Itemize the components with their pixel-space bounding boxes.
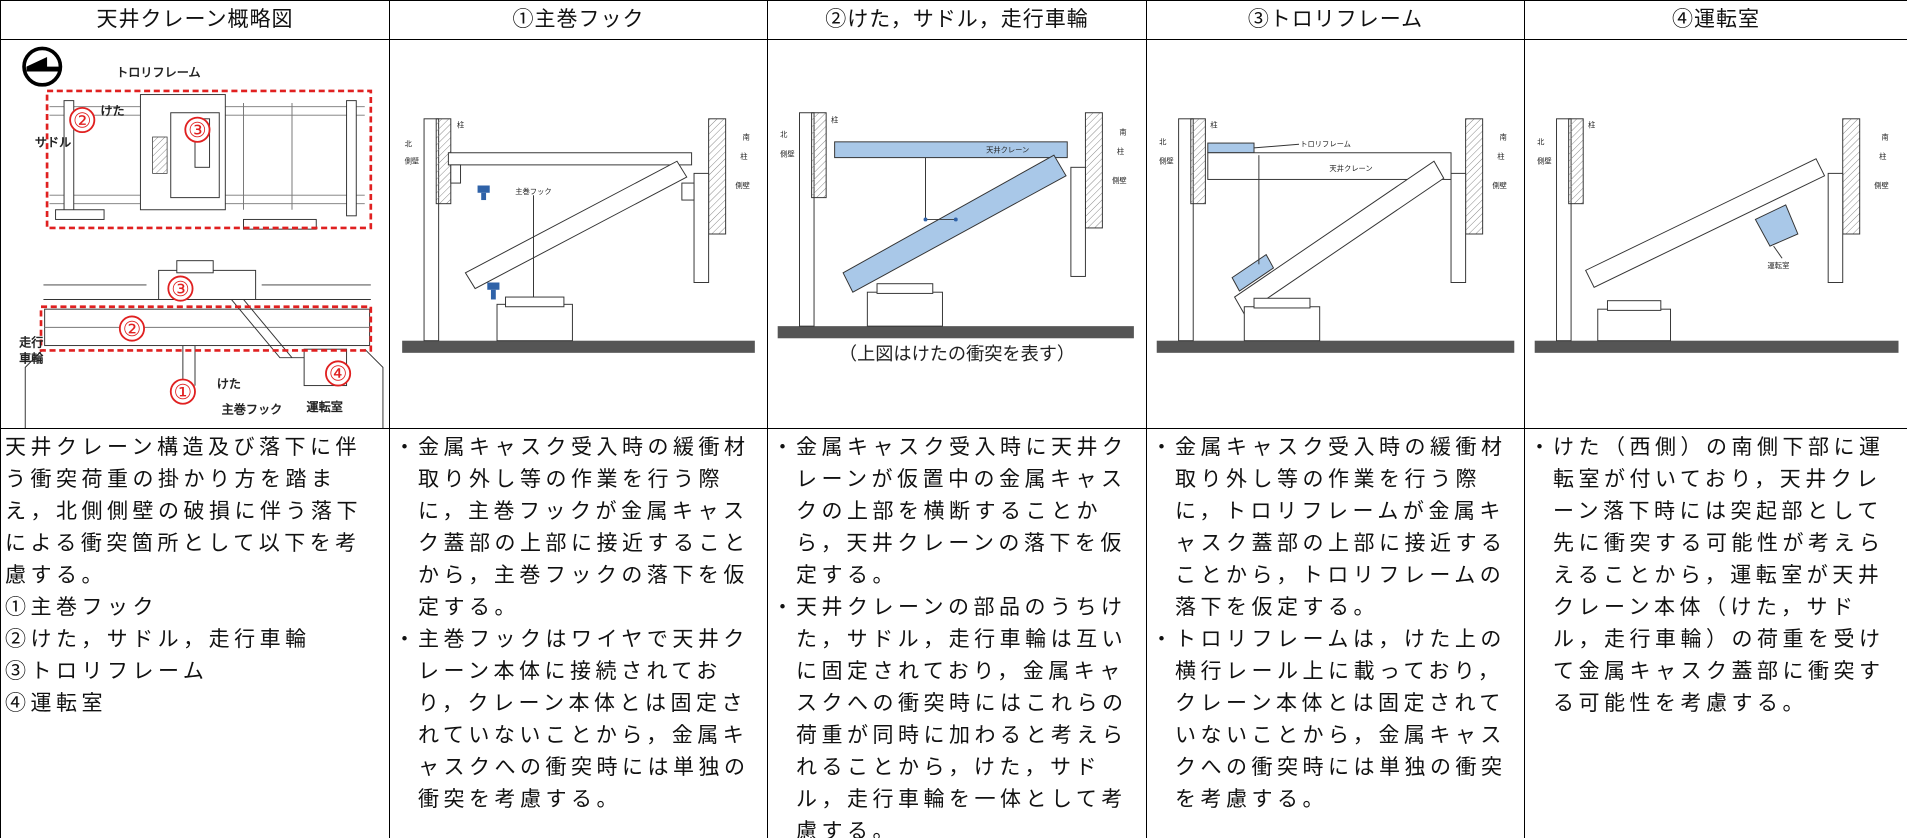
marker: ③ [171, 277, 189, 301]
bullet-text: けた（西側）の南側下部に運転室が付いており，天井クレーン落下時には突起部として先… [1553, 435, 1885, 715]
label: 主巻フック [222, 401, 283, 416]
description-cell: ・金属キャスク受入時に天井クレーンが仮置中の金属キャスクの上部を横断することから… [768, 429, 1147, 838]
description-cell: ・金属キャスク受入時の緩衝材取り外し等の作業を行う際に，主巻フックが金属キャスク… [390, 429, 768, 838]
label: 南 [743, 132, 750, 141]
header-cell: ④運転室 [1525, 1, 1907, 40]
label: 北 [1537, 137, 1545, 146]
label: 柱 [1497, 152, 1505, 161]
bullet: ・ [1529, 435, 1550, 459]
label: 柱 [1210, 120, 1218, 129]
label: 走行 [19, 335, 43, 350]
label: けた [100, 104, 124, 118]
diagram-cell: 北 側壁 柱 南 柱 側壁 主巻フック [390, 40, 768, 429]
bullet-text: 天井クレーンの部品のうちけた，サドル，走行車輪は互いに固定されており，金属キャス… [796, 595, 1128, 838]
label: 側壁 [735, 181, 750, 190]
label: 車輪 [19, 351, 44, 366]
label: トロリフレーム [116, 65, 200, 79]
label: 側壁 [1537, 157, 1552, 166]
caption: （上図はけたの衝突を表す） [839, 344, 1075, 364]
label: 柱 [1117, 147, 1125, 156]
bullet-text: 金属キャスク受入時の緩衝材取り外し等の作業を行う際に，トロリフレームが金属キャス… [1175, 435, 1507, 619]
hook-diagram: 北 側壁 柱 南 柱 側壁 主巻フック [402, 118, 755, 353]
label: 天井クレーン [1329, 164, 1372, 173]
description-cell: 天井クレーン構造及び落下に伴う衝突荷重の掛かり方を踏まえ，北側側壁の破損に伴う落… [1, 429, 390, 838]
header-cell: 天井クレーン概略図 [1, 1, 390, 40]
label: 柱 [831, 115, 839, 124]
bullet: ・ [1151, 627, 1172, 651]
label: 側壁 [1492, 181, 1507, 190]
bullet-item: ・けた（西側）の南側下部に運転室が付いており，天井クレーン落下時には突起部として… [1529, 431, 1903, 719]
header-cell: ③トロリフレーム [1147, 1, 1525, 40]
label: 南 [1882, 132, 1889, 141]
list-item: ①主巻フック [5, 595, 158, 619]
label: 南 [1119, 128, 1126, 137]
marker: ① [174, 380, 192, 404]
label: 北 [405, 140, 413, 149]
bullet-item: ・金属キャスク受入時の緩衝材取り外し等の作業を行う際に，トロリフレームが金属キャ… [1151, 431, 1520, 623]
marker: ③ [188, 118, 206, 142]
overview-diagram: ② ③ ③ ② ① ④ トロリフレーム けた サドル 走行 車輪 けた 主巻フッ… [19, 46, 384, 428]
cab-diagram: 北 側壁 柱 南 柱 側壁 運転室 [1534, 118, 1899, 353]
overview-cell: ② ③ ③ ② ① ④ トロリフレーム けた サドル 走行 車輪 けた 主巻フッ… [1, 40, 390, 429]
bullet: ・ [772, 435, 793, 459]
bullet-item: ・金属キャスク受入時の緩衝材取り外し等の作業を行う際に，主巻フックが金属キャスク… [394, 431, 763, 623]
diagram-cell: 北 側壁 柱 南 柱 側壁 天井クレーン （上図はけたの衝突を表す） [768, 40, 1147, 429]
label: 運転室 [1768, 261, 1790, 270]
marker: ② [73, 108, 91, 132]
label: 柱 [740, 152, 748, 161]
list-item: ②けた，サドル，走行車輪 [5, 627, 311, 651]
label: サドル [35, 136, 71, 150]
label: 北 [1159, 137, 1167, 146]
trolley-diagram: 北 側壁 柱 南 柱 側壁 トロリフレーム 天井クレーン [1156, 118, 1515, 353]
label: 運転室 [307, 399, 343, 414]
list-item: ④運転室 [5, 691, 107, 715]
bullet-item: ・金属キャスク受入時に天井クレーンが仮置中の金属キャスクの上部を横断することから… [772, 431, 1142, 591]
bullet-text: 金属キャスク受入時に天井クレーンが仮置中の金属キャスクの上部を横断することから，… [796, 435, 1128, 587]
label: 南 [1500, 132, 1507, 141]
description-cell: ・けた（西側）の南側下部に運転室が付いており，天井クレーン落下時には突起部として… [1525, 429, 1907, 838]
label: けた [217, 377, 241, 391]
direction-arrow [26, 56, 60, 72]
label: 側壁 [1159, 157, 1174, 166]
diagram-cell: 北 側壁 柱 南 柱 側壁 運転室 [1525, 40, 1907, 429]
label: 北 [780, 130, 788, 139]
label: 天井クレーン [986, 146, 1029, 155]
bullet: ・ [394, 627, 415, 651]
bullet-text: トロリフレームは，けた上の横行レール上に載っており，クレーン本体とは固定されてい… [1175, 627, 1507, 811]
label: 側壁 [405, 157, 420, 166]
label: 柱 [1588, 120, 1596, 129]
bullet-item: ・天井クレーンの部品のうちけた，サドル，走行車輪は互いに固定されており，金属キャ… [772, 591, 1142, 838]
bullet: ・ [394, 435, 415, 459]
bullet-item: ・主巻フックはワイヤで天井クレーン本体に接続されており，クレーン本体とは固定され… [394, 623, 763, 815]
bullet: ・ [772, 595, 793, 619]
bullet-text: 主巻フックはワイヤで天井クレーン本体に接続されており，クレーン本体とは固定されて… [418, 627, 750, 811]
label: 側壁 [780, 149, 795, 158]
label: 柱 [1879, 152, 1887, 161]
label: トロリフレーム [1300, 140, 1351, 149]
header-cell: ①主巻フック [390, 1, 768, 40]
marker: ② [123, 317, 141, 341]
description-cell: ・金属キャスク受入時の緩衝材取り外し等の作業を行う際に，トロリフレームが金属キャ… [1147, 429, 1525, 838]
header-cell: ②けた，サドル，走行車輪 [768, 1, 1147, 40]
plan-view [45, 89, 373, 230]
marker: ④ [329, 362, 347, 386]
diagram-cell: 北 側壁 柱 南 柱 側壁 トロリフレーム 天井クレーン [1147, 40, 1525, 429]
bullet: ・ [1151, 435, 1172, 459]
bullet-item: ・トロリフレームは，けた上の横行レール上に載っており，クレーン本体とは固定されて… [1151, 623, 1520, 815]
elevation-view [24, 260, 384, 428]
label: 柱 [457, 120, 465, 129]
label: 側壁 [1874, 181, 1889, 190]
label: 側壁 [1112, 176, 1127, 185]
label: 主巻フック [515, 187, 551, 196]
bullet-text: 金属キャスク受入時の緩衝材取り外し等の作業を行う際に，主巻フックが金属キャスク蓋… [418, 435, 750, 619]
list-item: ③トロリフレーム [5, 659, 209, 683]
paragraph: 天井クレーン構造及び落下に伴う衝突荷重の掛かり方を踏まえ，北側側壁の破損に伴う落… [5, 435, 362, 587]
girder-diagram: 北 側壁 柱 南 柱 側壁 天井クレーン （上図はけたの衝突を表す） [777, 112, 1134, 364]
